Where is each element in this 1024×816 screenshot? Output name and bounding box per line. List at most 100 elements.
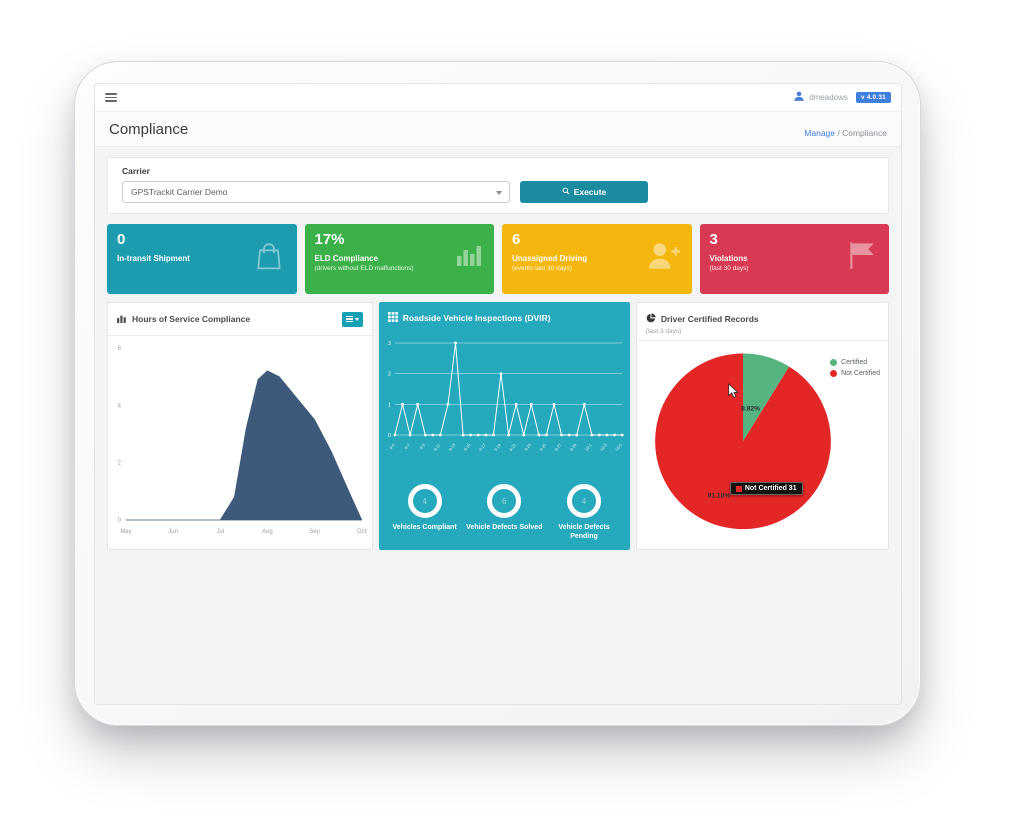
pie-chart-icon (646, 310, 656, 328)
legend-dot (830, 359, 838, 366)
kpi-value: 3 (709, 231, 718, 248)
page-title: Compliance (109, 121, 189, 138)
execute-button-label: Execute (573, 187, 607, 197)
dvir-line-chart: 0 1 2 3 9-5 9-7 9-9 9-11 9-13 9-15 9-17 9-19 9-21 9-2… (388, 341, 624, 452)
hos-panel: Hours of Service Compliance 0 2 4 6 May Jun Ju… (107, 302, 373, 550)
svg-text:10-3: 10-3 (599, 442, 608, 452)
select-caret-icon (496, 191, 502, 195)
svg-text:0: 0 (388, 433, 391, 439)
svg-text:9-11: 9-11 (432, 442, 441, 452)
dvir-panel-title: Roadside Vehicle Inspections (DVIR) (402, 313, 551, 323)
svg-text:Aug: Aug (262, 529, 273, 535)
svg-text:9-9: 9-9 (418, 442, 426, 450)
user-chip[interactable]: dmeadows (793, 89, 848, 107)
svg-text:9-17: 9-17 (477, 442, 486, 452)
breadcrumb-manage-link[interactable]: Manage (804, 128, 836, 138)
breadcrumb-current: Compliance (842, 128, 887, 138)
menu-caret-icon (354, 317, 359, 321)
carrier-label: Carrier (122, 166, 150, 176)
svg-text:9-15: 9-15 (462, 442, 471, 452)
svg-text:Jul: Jul (216, 529, 224, 535)
stat-ring: 4 (567, 484, 601, 518)
svg-text:1: 1 (388, 402, 391, 408)
svg-text:10-1: 10-1 (584, 442, 593, 452)
hos-chart-menu-button[interactable] (341, 311, 363, 327)
charts-row: Hours of Service Compliance 0 2 4 6 May Jun Ju… (107, 302, 889, 550)
svg-text:9-23: 9-23 (523, 442, 532, 452)
kpi-row: 0 In-transit Shipment 17% ELD Compliance… (107, 224, 889, 294)
svg-text:3: 3 (388, 341, 391, 347)
breadcrumb: Manage / Compliance (804, 128, 887, 138)
kpi-in-transit-shipment[interactable]: 0 In-transit Shipment (107, 224, 297, 294)
legend-item-certified[interactable]: Certified (830, 359, 880, 366)
version-badge: v 4.0.31 (855, 92, 891, 103)
svg-text:2: 2 (118, 461, 122, 467)
stat-vehicle-defects-solved[interactable]: 6 Vehicle Defects Solved (464, 484, 544, 541)
kpi-value: 0 (117, 231, 126, 248)
pie-legend: Certified Not Certified (830, 359, 880, 377)
breadcrumb-separator: / (835, 128, 843, 138)
shopping-bag-icon (251, 238, 287, 279)
kpi-label: In-transit Shipment (117, 254, 190, 264)
dvir-stats: 4 Vehicles Compliant 6 Vehicle Defects S… (379, 482, 630, 541)
svg-text:Sep: Sep (309, 529, 320, 535)
stat-label: Vehicles Compliant (392, 524, 457, 531)
carrier-select-value: GPSTrackit Carrier Demo (131, 187, 228, 197)
svg-text:9-27: 9-27 (553, 442, 562, 452)
svg-text:2: 2 (388, 372, 391, 378)
user-avatar-icon (793, 89, 805, 107)
carrier-card: Carrier GPSTrackit Carrier Demo Execute (107, 157, 889, 214)
execute-button[interactable]: Execute (520, 181, 648, 203)
hos-area-chart: 0 2 4 6 May Jun Jul Aug Sep Oct (118, 346, 367, 535)
kpi-violations[interactable]: 3 Violations (last 30 days) (699, 224, 889, 294)
menu-lines-icon (345, 314, 353, 323)
stat-ring: 4 (407, 484, 442, 518)
app-screen: dmeadows v 4.0.31 Compliance Manage / Co… (95, 84, 901, 704)
hos-panel-title: Hours of Service Compliance (132, 314, 251, 324)
kpi-label: ELD Compliance (314, 254, 379, 264)
search-icon (562, 187, 570, 197)
dvir-panel: Roadside Vehicle Inspections (DVIR) 0 1 2 3… (378, 302, 630, 550)
legend-item-not-certified[interactable]: Not Certified (830, 370, 880, 377)
svg-text:4: 4 (118, 403, 122, 409)
hamburger-menu-icon[interactable] (105, 91, 117, 104)
kpi-sublabel: (last 30 days) (709, 265, 749, 273)
driver-records-panel: Driver Certified Records (last 3 days) 8… (635, 302, 889, 550)
pie-tooltip: Not Certified 31 (729, 482, 803, 495)
kpi-sublabel: (drivers without ELD malfunctions) (314, 265, 414, 273)
legend-dot (830, 370, 838, 377)
driver-records-subtitle: (last 3 days) (636, 328, 888, 341)
kpi-label: Unassigned Driving (512, 254, 588, 264)
page-header: Compliance Manage / Compliance (95, 112, 901, 147)
kpi-eld-compliance[interactable]: 17% ELD Compliance (drivers without ELD … (304, 224, 494, 294)
svg-text:9-21: 9-21 (508, 442, 517, 452)
grid-icon (387, 309, 398, 327)
stat-vehicle-defects-pending[interactable]: 4 Vehicle Defects Pending (544, 484, 624, 541)
svg-text:9-5: 9-5 (388, 442, 396, 450)
svg-text:91.18%: 91.18% (708, 493, 731, 500)
kpi-value: 6 (512, 231, 521, 248)
user-name: dmeadows (809, 93, 848, 102)
flag-icon (845, 238, 879, 277)
page-body: Carrier GPSTrackit Carrier Demo Execute (95, 147, 901, 704)
tablet-frame: dmeadows v 4.0.31 Compliance Manage / Co… (74, 61, 921, 726)
top-bar: dmeadows v 4.0.31 (95, 84, 901, 112)
kpi-unassigned-driving[interactable]: 6 Unassigned Driving (events last 30 day… (502, 224, 692, 294)
svg-text:Oct: Oct (357, 529, 367, 535)
svg-text:8.82%: 8.82% (741, 406, 760, 413)
svg-text:6: 6 (118, 346, 122, 352)
svg-text:0: 0 (118, 518, 122, 524)
chart-bars-icon (117, 310, 127, 328)
svg-text:10-5: 10-5 (614, 442, 623, 452)
svg-text:9-19: 9-19 (493, 442, 502, 452)
bar-chart-icon (452, 238, 484, 275)
kpi-sublabel: (events last 30 days) (512, 265, 572, 273)
svg-text:9-7: 9-7 (403, 442, 411, 450)
svg-text:9-25: 9-25 (538, 442, 547, 452)
svg-text:Jun: Jun (168, 529, 178, 535)
stat-vehicles-compliant[interactable]: 4 Vehicles Compliant (385, 484, 465, 541)
svg-text:May: May (120, 529, 131, 535)
carrier-select[interactable]: GPSTrackit Carrier Demo (122, 181, 510, 203)
mouse-cursor (728, 383, 739, 398)
